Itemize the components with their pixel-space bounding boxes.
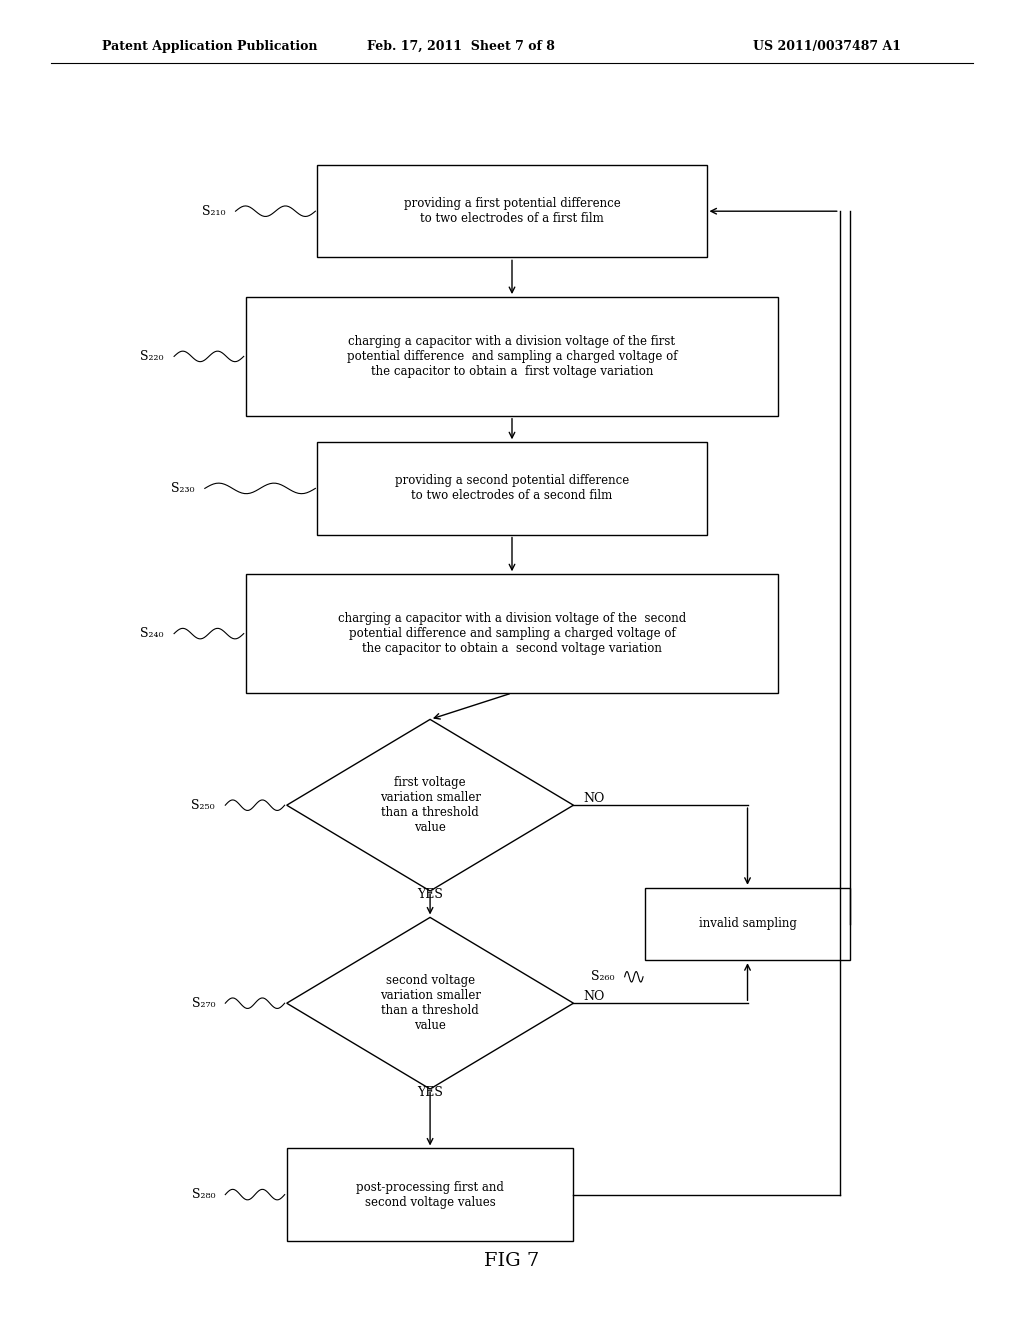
Polygon shape — [287, 719, 573, 891]
Text: first voltage
variation smaller
than a threshold
value: first voltage variation smaller than a t… — [380, 776, 480, 834]
Text: S₂₃₀: S₂₃₀ — [171, 482, 195, 495]
Text: providing a first potential difference
to two electrodes of a first film: providing a first potential difference t… — [403, 197, 621, 226]
Text: second voltage
variation smaller
than a threshold
value: second voltage variation smaller than a … — [380, 974, 480, 1032]
FancyBboxPatch shape — [246, 574, 778, 693]
Text: NO: NO — [584, 990, 605, 1003]
FancyBboxPatch shape — [287, 1148, 573, 1241]
Text: S₂₆₀: S₂₆₀ — [591, 970, 614, 983]
Text: NO: NO — [584, 792, 605, 805]
Text: US 2011/0037487 A1: US 2011/0037487 A1 — [753, 40, 901, 53]
Text: Patent Application Publication: Patent Application Publication — [102, 40, 317, 53]
Polygon shape — [287, 917, 573, 1089]
FancyBboxPatch shape — [317, 442, 707, 535]
Text: charging a capacitor with a division voltage of the  second
potential difference: charging a capacitor with a division vol… — [338, 612, 686, 655]
Text: S₂₄₀: S₂₄₀ — [140, 627, 164, 640]
Text: charging a capacitor with a division voltage of the first
potential difference  : charging a capacitor with a division vol… — [347, 335, 677, 378]
Text: providing a second potential difference
to two electrodes of a second film: providing a second potential difference … — [395, 474, 629, 503]
Text: S₂₅₀: S₂₅₀ — [191, 799, 215, 812]
Text: post-processing first and
second voltage values: post-processing first and second voltage… — [356, 1180, 504, 1209]
Text: S₂₂₀: S₂₂₀ — [140, 350, 164, 363]
Text: YES: YES — [417, 1086, 443, 1100]
Text: S₂₈₀: S₂₈₀ — [191, 1188, 215, 1201]
FancyBboxPatch shape — [317, 165, 707, 257]
Text: YES: YES — [417, 888, 443, 902]
Text: invalid sampling: invalid sampling — [698, 917, 797, 931]
FancyBboxPatch shape — [246, 297, 778, 416]
Text: Feb. 17, 2011  Sheet 7 of 8: Feb. 17, 2011 Sheet 7 of 8 — [367, 40, 555, 53]
Text: FIG 7: FIG 7 — [484, 1251, 540, 1270]
FancyBboxPatch shape — [645, 888, 850, 961]
Text: S₂₇₀: S₂₇₀ — [191, 997, 215, 1010]
Text: S₂₁₀: S₂₁₀ — [202, 205, 225, 218]
